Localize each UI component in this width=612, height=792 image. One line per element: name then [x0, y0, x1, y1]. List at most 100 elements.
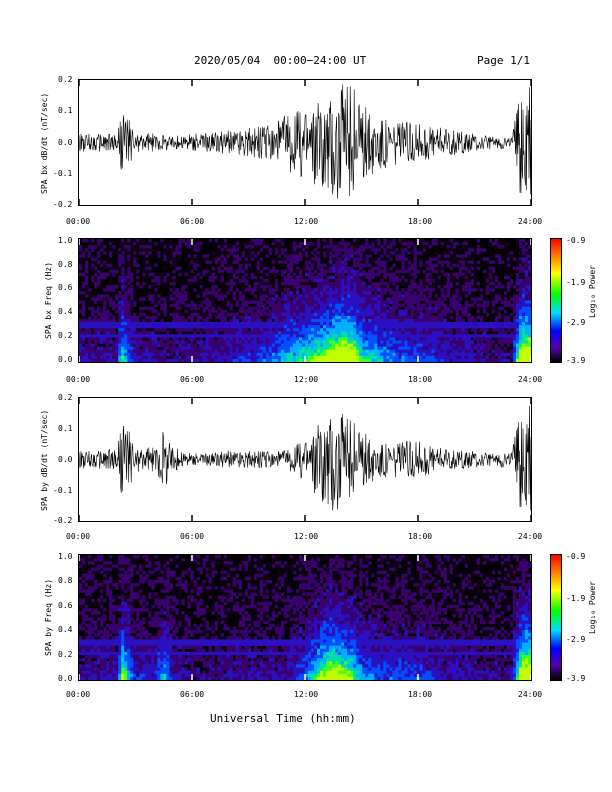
heatmap-cell: [175, 294, 179, 298]
heatmap-cell: [97, 352, 101, 357]
heatmap-cell: [172, 269, 176, 274]
heatmap-cell: [268, 358, 273, 362]
heatmap-cell: [136, 633, 140, 637]
heatmap-cell: [524, 278, 529, 283]
heatmap-cell: [283, 358, 288, 362]
heatmap-cell: [329, 278, 333, 283]
heatmap-cell: [121, 312, 125, 317]
heatmap-cell: [205, 303, 209, 307]
heatmap-cell: [214, 349, 218, 354]
heatmap-cell: [91, 580, 95, 584]
ytick: -0.1: [53, 486, 73, 495]
heatmap-cell: [524, 315, 529, 320]
heatmap-cell: [359, 355, 363, 360]
heatmap-cell: [386, 288, 390, 292]
heatmap-cell: [148, 352, 152, 357]
heatmap-cell: [202, 343, 206, 347]
heatmap-cell: [169, 328, 173, 332]
heatmap-cell: [139, 340, 143, 344]
heatmap-cell: [494, 343, 499, 347]
heatmap-cell: [115, 303, 119, 307]
heatmap-cell: [371, 285, 375, 289]
heatmap-cell: [464, 282, 469, 286]
heatmap-cell: [512, 306, 517, 311]
heatmap-cell: [232, 322, 236, 326]
heatmap-cell: [163, 275, 167, 280]
heatmap-cell: [124, 661, 128, 665]
heatmap-cell: [407, 288, 411, 292]
heatmap-cell: [356, 315, 360, 320]
by-dbdt-plot: [79, 398, 531, 521]
heatmap-cell: [118, 651, 122, 656]
heatmap-cell: [308, 260, 312, 264]
heatmap-cell: [178, 266, 182, 271]
heatmap-cell: [518, 275, 523, 280]
heatmap-cell: [145, 322, 149, 326]
heatmap-cell: [139, 239, 143, 243]
heatmap-cell: [121, 315, 125, 320]
heatmap-cell: [250, 239, 255, 243]
heatmap-cell: [280, 278, 285, 283]
heatmap-cell: [127, 331, 131, 335]
heatmap-cell: [172, 334, 176, 338]
heatmap-cell: [461, 325, 465, 329]
heatmap-cell: [347, 312, 351, 317]
heatmap-cell: [314, 300, 318, 304]
heatmap-cell: [383, 251, 387, 255]
heatmap-cell: [383, 343, 387, 347]
heatmap-cell: [301, 334, 306, 338]
heatmap-cell: [109, 355, 113, 360]
heatmap-cell: [527, 322, 531, 326]
heatmap-cell: [250, 349, 255, 354]
heatmap-cell: [118, 343, 122, 347]
heatmap-cell: [512, 334, 517, 338]
heatmap-cell: [118, 645, 122, 650]
heatmap-cell: [419, 318, 423, 323]
heatmap-cell: [292, 312, 297, 317]
heatmap-cell: [97, 343, 101, 347]
heatmap-cell: [229, 331, 233, 335]
heatmap-cell: [262, 325, 267, 329]
heatmap-cell: [175, 248, 179, 252]
heatmap-cell: [88, 664, 92, 668]
heatmap-cell: [335, 297, 339, 301]
heatmap-cell: [283, 309, 288, 314]
heatmap-cell: [274, 352, 279, 357]
heatmap-cell: [178, 272, 182, 277]
heatmap-cell: [112, 346, 116, 351]
heatmap-cell: [515, 331, 520, 335]
heatmap-cell: [187, 294, 191, 298]
heatmap-cell: [124, 300, 128, 304]
heatmap-cell: [91, 325, 95, 329]
heatmap-cell: [416, 288, 420, 292]
heatmap-cell: [175, 346, 179, 351]
heatmap-cell: [362, 355, 366, 360]
heatmap-cell: [437, 358, 441, 362]
heatmap-cell: [169, 239, 173, 243]
heatmap-cell: [488, 355, 493, 360]
heatmap-cell: [452, 300, 456, 304]
heatmap-cell: [259, 318, 264, 323]
heatmap-cell: [377, 322, 381, 326]
heatmap-cell: [524, 346, 529, 351]
heatmap-cell: [344, 294, 348, 298]
heatmap-cell: [109, 269, 113, 274]
heatmap-cell: [130, 294, 134, 298]
heatmap-cell: [205, 325, 209, 329]
heatmap-cell: [112, 325, 116, 329]
heatmap-cell: [494, 355, 499, 360]
heatmap-cell: [214, 343, 218, 347]
heatmap-cell: [527, 315, 531, 320]
heatmap-cell: [115, 630, 119, 634]
heatmap-cell: [91, 655, 95, 659]
heatmap-cell: [142, 645, 146, 650]
heatmap-cell: [283, 282, 288, 286]
heatmap-cell: [196, 318, 200, 323]
heatmap-cell: [85, 328, 89, 332]
heatmap-cell: [124, 623, 128, 628]
heatmap-cell: [371, 245, 375, 249]
heatmap-cell: [250, 331, 255, 335]
heatmap-cell: [350, 254, 354, 258]
heatmap-cell: [368, 358, 372, 362]
heatmap-cell: [350, 278, 354, 283]
